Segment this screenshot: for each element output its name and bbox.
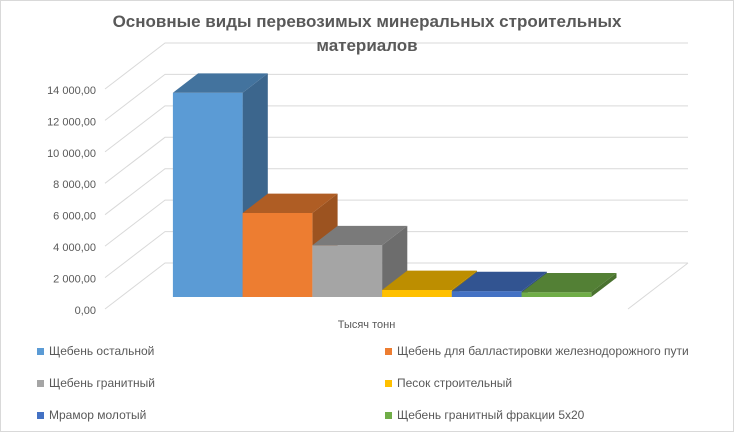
y-tick-label: 2 000,00: [53, 274, 96, 286]
legend-item: Щебень остальной: [37, 336, 385, 366]
chart-title: Основные виды перевозимых минеральных ст…: [112, 12, 622, 55]
bar-front-face: [451, 291, 522, 297]
legend-item: Щебень гранитный фракции 5x20: [385, 400, 725, 430]
legend-marker: [37, 379, 44, 387]
legend-marker: [37, 411, 44, 419]
gridline: [104, 168, 688, 216]
floor-edge: [627, 262, 689, 310]
bar-top-face: [312, 225, 408, 246]
y-tick-label: 8 000,00: [53, 179, 96, 191]
bar-top-face: [451, 271, 547, 292]
legend-item: Щебень гранитный: [37, 368, 385, 398]
bar-side-face: [591, 273, 617, 297]
legend-label: Песок строительный: [397, 376, 513, 390]
bar-front-face: [312, 245, 383, 297]
legend-label: Щебень для балластировки железнодорожног…: [397, 344, 689, 358]
legend-marker: [37, 347, 44, 355]
gridline: [104, 42, 688, 90]
y-tick-label: 12 000,00: [47, 116, 96, 128]
legend-item: Мрамор молотый: [37, 400, 385, 430]
axis-labels: 0,00 2 000,00 4 000,00 6 000,00 8 000,00 10 0…: [47, 85, 395, 331]
legend-item: Песок строительный: [385, 368, 725, 398]
bar-top-face: [382, 270, 477, 290]
legend-marker: [385, 379, 392, 387]
y-tick-label: 10 000,00: [47, 148, 96, 160]
gridline: [104, 105, 688, 153]
bar-front-face: [521, 292, 592, 297]
bar-top-face: [242, 193, 338, 213]
legend-marker: [385, 411, 392, 419]
gridline: [104, 136, 688, 184]
bar: [521, 273, 617, 297]
legend-label: Мрамор молотый: [49, 408, 147, 422]
chart-title-wrapper: Основные виды перевозимых минеральных ст…: [0, 10, 734, 58]
gridline: [104, 73, 688, 121]
bar-top-face: [521, 273, 617, 293]
bar-front-face: [382, 290, 452, 297]
bar-front-face: [172, 92, 243, 297]
x-category-label: Тысяч тонн: [338, 319, 396, 331]
y-tick-label: 6 000,00: [53, 211, 96, 223]
legend-item: Щебень для балластировки железнодорожног…: [385, 336, 725, 366]
y-tick-label: 0,00: [75, 305, 96, 317]
legend-label: Щебень остальной: [49, 344, 155, 358]
legend-label: Щебень гранитный: [49, 376, 155, 390]
legend: Щебень остальной Щебень для балластировк…: [37, 336, 725, 430]
gridline: [104, 231, 688, 278]
bars: [172, 73, 617, 298]
y-tick-label: 14 000,00: [47, 85, 96, 97]
y-tick-label: 4 000,00: [53, 242, 96, 254]
bar-front-face: [242, 213, 313, 297]
legend-label: Щебень гранитный фракции 5x20: [397, 408, 585, 422]
gridline: [104, 199, 688, 247]
bar-top-face: [172, 73, 268, 93]
legend-marker: [385, 347, 392, 355]
gridline: [104, 262, 688, 310]
gridlines: [104, 42, 689, 310]
